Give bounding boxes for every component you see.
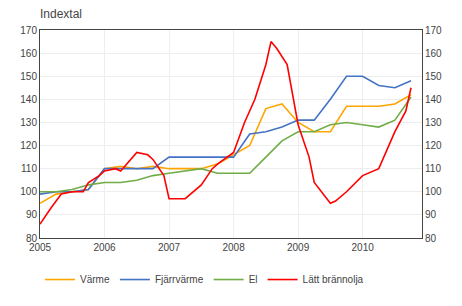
- svg-text:2010: 2010: [352, 242, 375, 253]
- svg-text:160: 160: [20, 48, 37, 59]
- svg-text:90: 90: [26, 209, 38, 220]
- svg-text:2006: 2006: [93, 242, 116, 253]
- svg-text:2008: 2008: [222, 242, 245, 253]
- svg-text:Värme: Värme: [80, 274, 110, 285]
- svg-text:150: 150: [425, 71, 442, 82]
- svg-text:110: 110: [425, 163, 441, 174]
- svg-text:170: 170: [425, 25, 442, 36]
- svg-text:Lätt brännolja: Lätt brännolja: [303, 274, 364, 285]
- svg-text:80: 80: [425, 233, 437, 244]
- svg-text:100: 100: [20, 186, 37, 197]
- svg-text:130: 130: [425, 117, 442, 128]
- svg-text:110: 110: [21, 163, 37, 174]
- svg-text:130: 130: [20, 117, 37, 128]
- svg-text:120: 120: [20, 140, 37, 151]
- svg-text:140: 140: [20, 94, 37, 105]
- svg-text:150: 150: [20, 71, 37, 82]
- svg-text:2007: 2007: [158, 242, 181, 253]
- svg-text:140: 140: [425, 94, 442, 105]
- svg-text:Indextal: Indextal: [40, 7, 82, 21]
- svg-text:Fjärrvärme: Fjärrvärme: [155, 274, 204, 285]
- svg-text:El: El: [249, 274, 258, 285]
- svg-text:120: 120: [425, 140, 442, 151]
- svg-text:90: 90: [425, 209, 437, 220]
- svg-text:100: 100: [425, 186, 442, 197]
- svg-text:160: 160: [425, 48, 442, 59]
- svg-text:2009: 2009: [287, 242, 310, 253]
- svg-text:80: 80: [26, 233, 38, 244]
- svg-text:170: 170: [20, 25, 37, 36]
- svg-text:2005: 2005: [29, 242, 52, 253]
